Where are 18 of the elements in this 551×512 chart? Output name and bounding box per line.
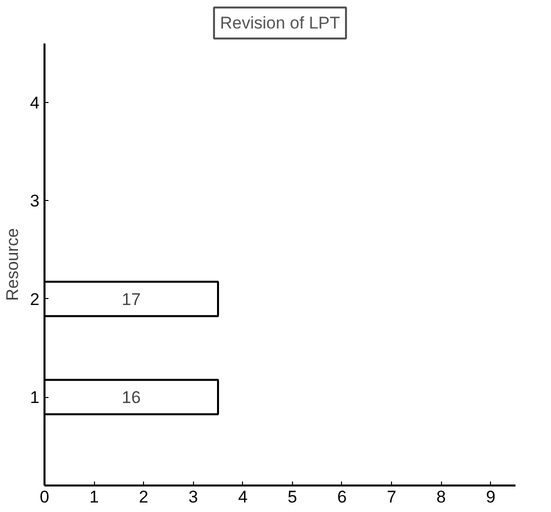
x-tick-label: 8 <box>436 488 446 506</box>
y-axis-title: Resource <box>3 228 22 301</box>
chart-title: Revision of LPT <box>220 14 340 32</box>
x-tick-label: 0 <box>40 488 50 506</box>
x-tick-label: 3 <box>188 488 198 506</box>
x-tick-label: 5 <box>288 488 298 506</box>
x-tick-label: 7 <box>386 488 396 506</box>
y-tick-label: 2 <box>30 290 40 309</box>
x-tick-label: 4 <box>238 488 248 506</box>
annotation: 17 <box>122 290 141 309</box>
x-tick-label: 1 <box>89 488 99 506</box>
annotation: 16 <box>122 388 141 408</box>
x-tick-label: 6 <box>337 488 347 506</box>
y-tick-label: 3 <box>30 192 40 211</box>
y-tick-label: 4 <box>30 93 40 112</box>
x-tick-label: 2 <box>138 488 148 506</box>
x-tick-label: 9 <box>486 488 496 506</box>
y-tick-label: 1 <box>30 388 40 408</box>
